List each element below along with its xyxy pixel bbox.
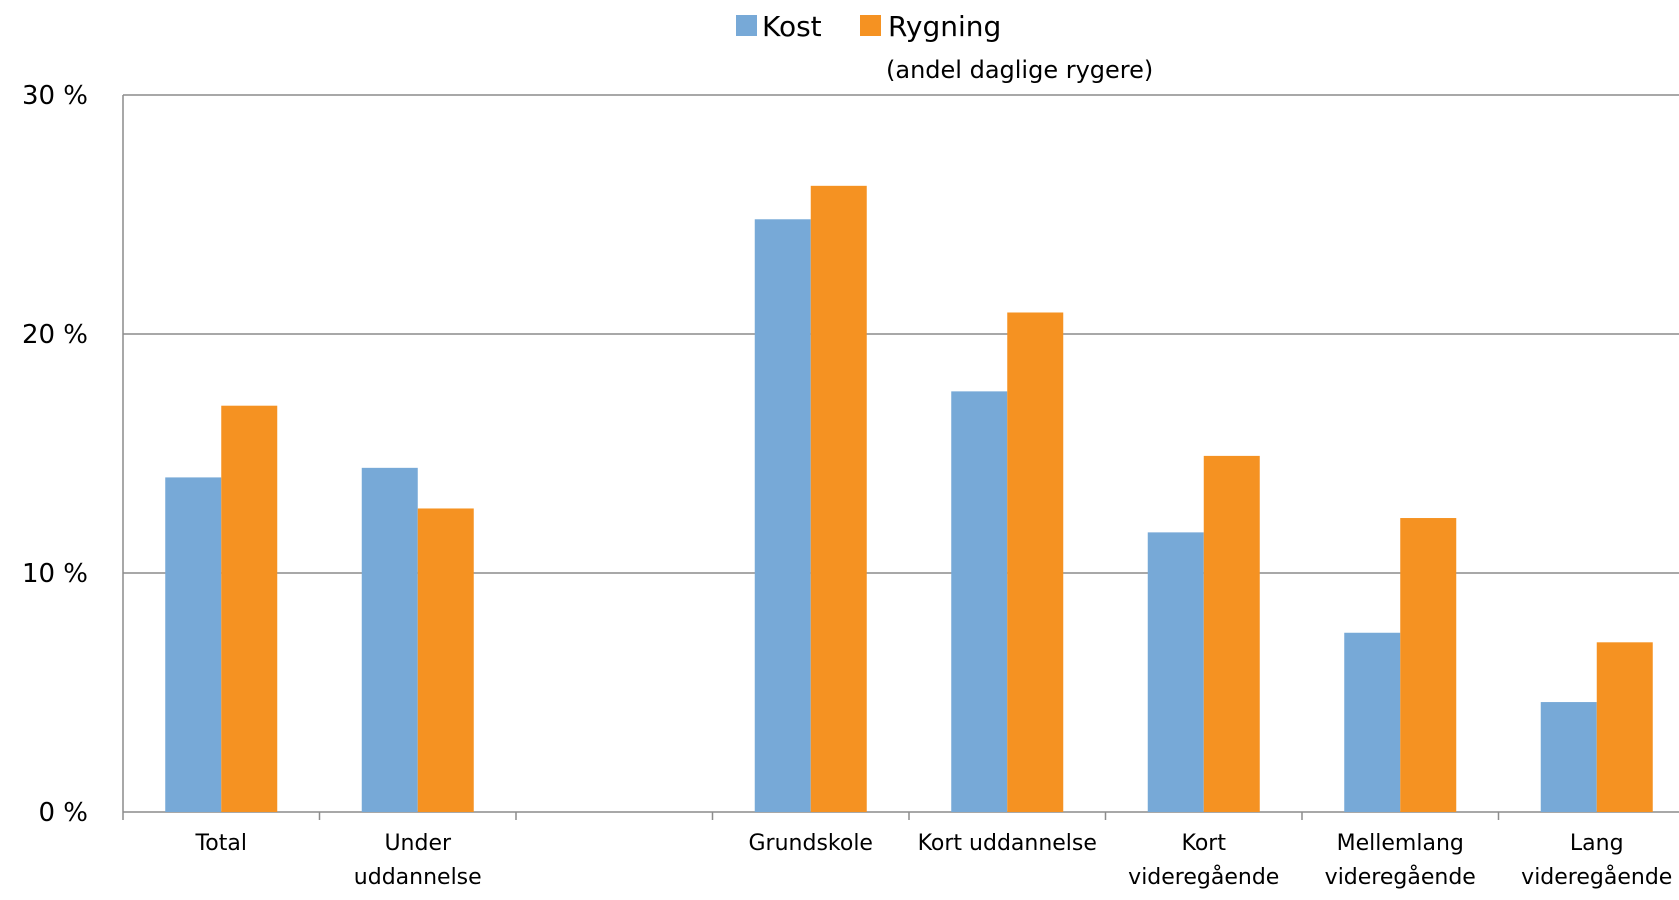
legend-note: (andel daglige rygere) xyxy=(886,56,1153,84)
bar-kost xyxy=(361,467,418,812)
legend: Kost Rygning (andel daglige rygere) xyxy=(736,10,1153,84)
x-tick-label: Mellemlang xyxy=(1337,831,1464,856)
bar-kost xyxy=(754,219,811,812)
x-tick-label: videregående xyxy=(1325,864,1476,890)
x-tick-label: videregående xyxy=(1128,864,1279,890)
bars xyxy=(165,185,1653,812)
x-tick-label: Lang xyxy=(1570,831,1624,856)
bar-rygning xyxy=(1007,312,1064,812)
y-tick-label: 30 % xyxy=(22,81,88,111)
x-tick-label: videregående xyxy=(1521,864,1672,890)
bar-rygning xyxy=(221,405,278,812)
x-tick-label: uddannelse xyxy=(354,865,482,890)
x-tick-label: Grundskole xyxy=(749,831,873,856)
gridlines xyxy=(123,94,1679,574)
x-tick-label: Total xyxy=(195,831,247,856)
bar-kost xyxy=(1344,632,1401,812)
x-axis: Total Under uddannelse Grundskole Kort uddan… xyxy=(122,811,1679,890)
bar-rygning xyxy=(1400,518,1457,812)
bar-rygning xyxy=(1203,455,1260,812)
x-tick-label: Under xyxy=(384,831,452,856)
bar-kost xyxy=(165,477,222,812)
legend-swatch-kost xyxy=(736,15,757,36)
x-tick-label: Kort xyxy=(1182,831,1227,856)
x-tick-label: Kort uddannelse xyxy=(918,831,1097,856)
y-tick-label: 20 % xyxy=(22,320,88,350)
legend-swatch-rygning xyxy=(860,15,881,36)
legend-label-rygning: Rygning xyxy=(888,10,1001,43)
bar-kost xyxy=(951,391,1008,812)
y-tick-label: 0 % xyxy=(38,798,88,828)
bar-rygning xyxy=(810,185,867,812)
bar-kost xyxy=(1540,702,1597,812)
bar-rygning xyxy=(417,508,474,812)
y-axis: 0 % 10 % 20 % 30 % xyxy=(22,81,124,828)
bar-kost xyxy=(1147,532,1204,812)
bar-rygning xyxy=(1596,642,1653,812)
legend-label-kost: Kost xyxy=(762,10,822,43)
y-tick-label: 10 % xyxy=(22,559,88,589)
